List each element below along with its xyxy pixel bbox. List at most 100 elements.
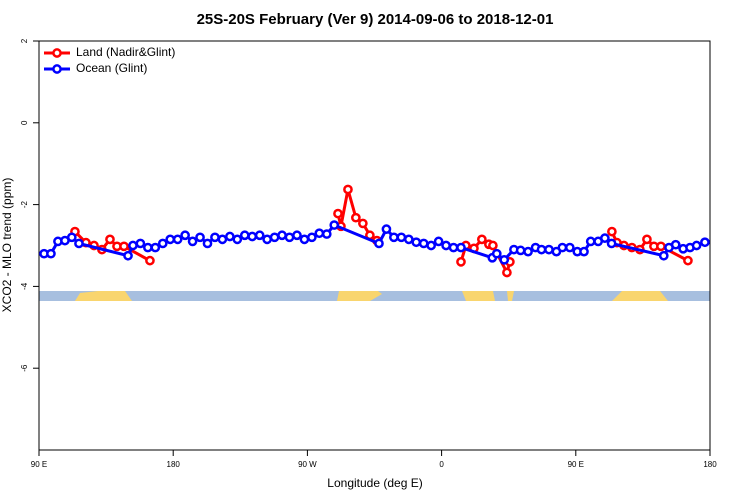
data-point <box>105 234 115 245</box>
data-point <box>329 220 340 230</box>
data-point <box>374 238 384 249</box>
chart-title: 25S-20S February (Ver 9) 2014-09-06 to 2… <box>197 11 554 28</box>
data-point <box>418 238 429 249</box>
data-point <box>210 232 220 243</box>
data-point <box>333 208 343 219</box>
data-point <box>239 230 250 241</box>
data-point <box>499 254 510 265</box>
data-point <box>426 240 437 251</box>
data-point <box>307 232 317 243</box>
data-point <box>119 241 129 252</box>
land-shape <box>612 291 668 301</box>
data-point <box>670 239 681 250</box>
data-point <box>123 250 133 261</box>
data-point <box>502 267 512 278</box>
data-point <box>579 246 589 257</box>
data-point <box>165 234 176 245</box>
land-shape <box>462 291 495 301</box>
x-tick-label: 0 <box>439 460 444 469</box>
data-point <box>284 232 295 243</box>
data-point <box>389 232 399 243</box>
data-point <box>135 238 146 249</box>
land-shape <box>75 291 132 301</box>
data-point <box>232 234 243 245</box>
data-point <box>403 234 414 245</box>
data-point <box>515 245 526 256</box>
y-tick-label: -4 <box>20 282 29 290</box>
data-point <box>396 232 407 243</box>
data-point <box>46 248 56 259</box>
x-tick-label: 90 W <box>298 460 317 469</box>
data-point <box>381 224 392 234</box>
data-point <box>66 232 77 243</box>
land-shape <box>507 291 514 301</box>
data-point <box>150 242 161 253</box>
x-tick-label: 90 E <box>568 460 584 469</box>
data-point <box>433 236 444 247</box>
data-point <box>314 228 325 239</box>
legend-marker <box>52 48 62 58</box>
data-point <box>225 231 235 242</box>
data-point <box>74 238 84 249</box>
data-point <box>441 240 451 251</box>
data-point <box>195 232 205 243</box>
y-tick-label: -2 <box>20 200 29 208</box>
data-point <box>658 250 669 261</box>
data-point <box>143 242 153 253</box>
data-point <box>292 230 302 241</box>
data-point <box>269 232 280 243</box>
data-point <box>448 242 459 253</box>
data-point <box>411 237 422 248</box>
x-tick-label: 180 <box>167 460 181 469</box>
data-point <box>217 234 228 245</box>
land-shape <box>337 291 382 301</box>
map-strip <box>39 291 710 301</box>
data-point <box>691 240 702 251</box>
data-point <box>358 218 368 229</box>
data-point <box>128 240 138 251</box>
data-point <box>585 236 596 247</box>
data-point <box>700 237 710 248</box>
data-point <box>351 212 361 223</box>
data-point <box>544 244 554 255</box>
data-point <box>557 242 568 253</box>
data-point <box>254 230 265 241</box>
data-point <box>456 242 466 253</box>
data-point <box>277 230 287 241</box>
data-point <box>523 246 533 257</box>
x-tick-label: 180 <box>703 460 717 469</box>
data-point <box>172 234 183 245</box>
data-point <box>343 184 353 195</box>
data-point <box>564 242 575 253</box>
data-point <box>187 236 198 247</box>
data-point <box>606 238 617 249</box>
data-point <box>607 226 617 237</box>
legend-label: Land (Nadir&Glint) <box>76 45 175 59</box>
data-point <box>157 238 168 249</box>
data-point <box>299 234 310 245</box>
data-point <box>456 257 466 267</box>
data-point <box>683 255 693 266</box>
series-line <box>73 189 689 277</box>
x-tick-label: 90 E <box>31 460 47 469</box>
data-point <box>202 238 213 249</box>
data-point <box>536 244 547 255</box>
data-point <box>488 240 498 251</box>
data-point <box>642 234 652 245</box>
data-point <box>247 231 258 242</box>
x-axis-label: Longitude (deg E) <box>327 476 422 490</box>
y-axis-label: XCO2 - MLO trend (ppm) <box>0 178 14 313</box>
plot-frame <box>38 40 711 451</box>
data-point <box>262 234 272 245</box>
legend-marker <box>52 64 62 74</box>
data-point <box>656 241 666 252</box>
y-tick-label: 0 <box>20 120 29 125</box>
data-point <box>321 229 332 239</box>
legend-label: Ocean (Glint) <box>76 61 147 75</box>
data-point <box>491 248 502 259</box>
data-point <box>180 230 190 241</box>
data-point <box>600 233 610 243</box>
y-tick-label: 2 <box>20 38 29 43</box>
data-point <box>145 255 155 266</box>
